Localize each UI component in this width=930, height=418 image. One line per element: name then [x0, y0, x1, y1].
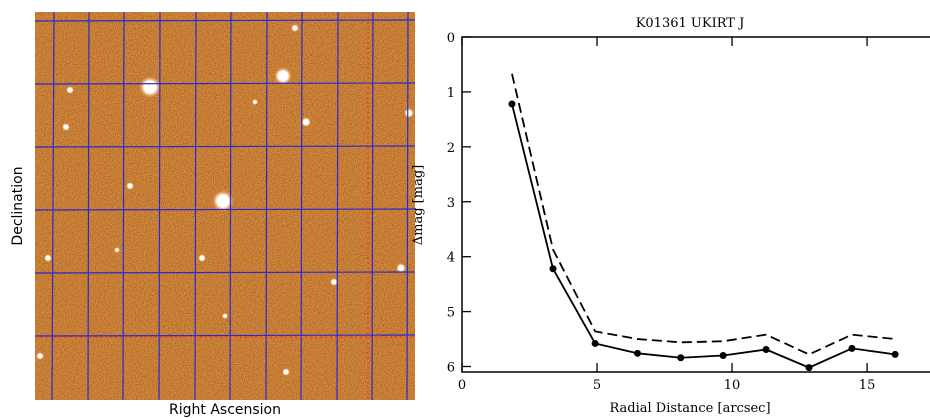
- chart-title: K01361 UKIRT J: [636, 16, 745, 31]
- y-tick-label: 3: [447, 196, 455, 211]
- x-tick-label: 5: [593, 378, 601, 393]
- y-tick-label: 6: [447, 361, 455, 376]
- data-point: [508, 100, 516, 108]
- y-tick-label: 4: [447, 251, 455, 266]
- axes-frame: [461, 36, 930, 373]
- sky-image: Declination Right Ascension: [10, 11, 416, 418]
- data-point: [634, 349, 642, 357]
- y-axis-label: Declination: [10, 166, 26, 245]
- stars: [36, 24, 414, 376]
- series-line: [511, 73, 896, 356]
- data-point: [762, 345, 770, 353]
- y-axis-title: Δmag [mag]: [411, 165, 426, 245]
- x-tick-label: 15: [859, 378, 876, 393]
- data-point: [549, 265, 557, 273]
- x-tick-label: 0: [458, 378, 466, 393]
- data-point: [891, 350, 899, 358]
- coordinate-grid: [34, 11, 416, 401]
- data-point: [677, 354, 685, 362]
- reference-lines: [35, 12, 415, 400]
- data-point: [591, 339, 599, 347]
- x-axis-title: Radial Distance [arcsec]: [609, 401, 770, 416]
- data-point: [719, 352, 727, 360]
- data-point: [848, 344, 856, 352]
- x-tick-label: 10: [724, 378, 741, 393]
- y-tick-label: 0: [447, 31, 455, 46]
- x-axis-label: Right Ascension: [169, 402, 281, 418]
- y-tick-label: 1: [447, 86, 455, 101]
- chart: K01361 UKIRT J Radial Distance [arcsec] …: [411, 16, 930, 416]
- series-line: [511, 103, 896, 369]
- y-tick-label: 2: [447, 141, 455, 156]
- data-point: [805, 364, 813, 372]
- y-tick-label: 5: [447, 306, 455, 321]
